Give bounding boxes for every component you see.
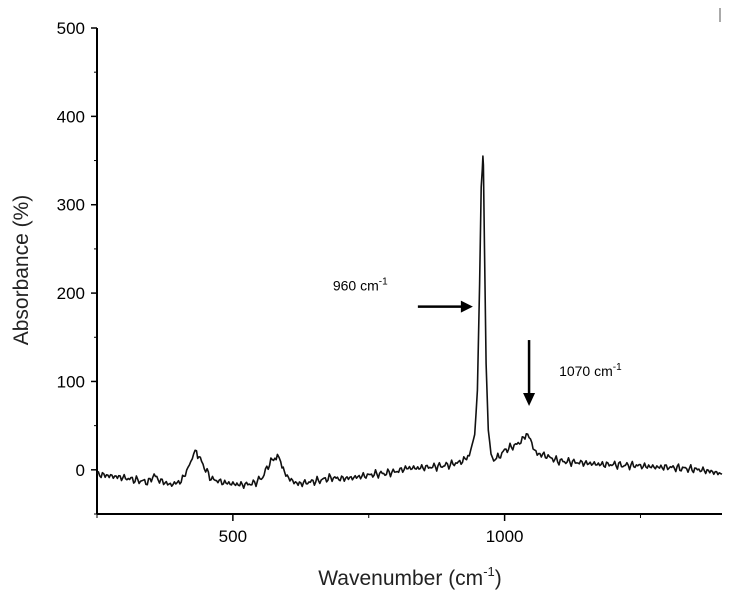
x-tick-label: 1000: [486, 527, 524, 546]
y-tick-label: 500: [57, 19, 85, 38]
ticks: 0 100 200 300 400 500 500 1000: [57, 19, 641, 546]
x-tick-label: 500: [219, 527, 247, 546]
y-tick-label: 200: [57, 284, 85, 303]
annotation-arrowhead: [460, 300, 473, 313]
annotations: 960 cm-1 1070 cm-1: [333, 277, 622, 407]
series-line-0: [96, 155, 723, 490]
annotation-label: 1070 cm-1: [559, 362, 622, 379]
y-axis-title: Absorbance (%): [10, 195, 33, 346]
series-layer: [96, 155, 723, 490]
x-axis-title: Wavenumber (cm-1): [318, 564, 502, 590]
annotation-label: 960 cm-1: [333, 277, 388, 294]
axes: [96, 28, 722, 515]
annotation-arrowhead: [523, 393, 536, 407]
y-tick-label: 100: [57, 372, 85, 391]
y-tick-label: 400: [57, 107, 85, 126]
y-tick-label: 0: [76, 461, 85, 480]
y-tick-label: 300: [57, 196, 85, 215]
